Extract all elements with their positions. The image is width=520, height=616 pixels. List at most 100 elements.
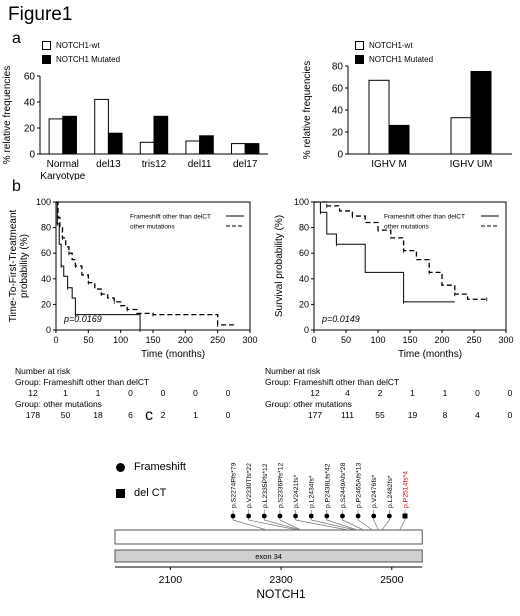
y-tick-label: 60 <box>332 84 344 95</box>
risk-table-title: Number at risk <box>15 366 71 376</box>
y-tick-label: 40 <box>332 106 344 117</box>
risk-count: 0 <box>160 388 166 398</box>
km-chart-survival: 0 50 100 150 200 250 300 0 20 40 60 80 100 Time (mont… <box>274 197 514 360</box>
y-axis-label: Survival probability (%) <box>274 215 285 317</box>
risk-count: 2 <box>377 388 383 398</box>
legend-label-wt: NOTCH1-wt <box>56 41 100 50</box>
mutation-label: p.L2482fs* <box>387 475 394 508</box>
bar-mut <box>107 132 123 155</box>
mutation-label: p.S2449Afs*28 <box>340 462 347 508</box>
y-tick-label: 20 <box>332 128 344 139</box>
y-tick-label: 0 <box>304 325 309 335</box>
frameshift-circle-marker <box>324 513 330 519</box>
bar-mut <box>153 115 169 155</box>
x-tick-label: 200 <box>178 335 193 345</box>
delct-square-icon <box>116 488 125 498</box>
risk-count: 1 <box>193 410 198 420</box>
y-tick-label: 40 <box>41 274 51 284</box>
x-tick-label: Normal <box>47 159 79 170</box>
lollipop-connector <box>311 519 356 531</box>
bar-mut <box>199 135 214 155</box>
lollipop-connector <box>357 519 373 531</box>
risk-count: 0 <box>225 388 231 398</box>
figure-title: Figure1 <box>8 4 73 25</box>
legend-label-wt: NOTCH1-wt <box>369 41 413 50</box>
y-tick-label: 60 <box>41 248 51 258</box>
frameshift-circle-marker <box>386 513 392 519</box>
bar-mut <box>62 115 77 155</box>
risk-count: 19 <box>407 410 418 420</box>
y-tick-label: 100 <box>294 197 309 207</box>
plot-frame <box>55 201 251 331</box>
bar-wt <box>94 98 109 155</box>
x-tick-label: 150 <box>145 335 160 345</box>
y-tick-label: 20 <box>299 299 309 309</box>
risk-table-title: Number at risk <box>265 366 321 376</box>
risk-count: 6 <box>128 410 133 420</box>
lollipop-connector <box>248 519 298 531</box>
risk-count: 0 <box>193 388 198 398</box>
legend-swatch-wt <box>42 41 51 50</box>
risk-count: 1 <box>410 388 415 398</box>
axis-tick-label: 2300 <box>269 574 293 586</box>
frameshift-circle-icon <box>116 462 125 472</box>
legend-label: Frameshift other than delCT <box>384 214 465 221</box>
y-axis-label: % relative frequencies <box>2 66 13 164</box>
p-value: p=0.0149 <box>321 314 360 324</box>
legend-label-mut: NOTCH1 Mutated <box>369 55 434 64</box>
lollipop-connector <box>279 519 302 531</box>
risk-count: 178 <box>25 410 41 420</box>
bar-mut <box>470 71 492 155</box>
km-curve-other <box>314 201 487 300</box>
lollipop-connector <box>399 519 406 531</box>
x-tick-label: Karyotype <box>40 171 85 180</box>
km-curve-frameshift <box>56 201 141 330</box>
bar-wt <box>368 79 390 155</box>
risk-count: 4 <box>345 388 350 398</box>
x-tick-label: del17 <box>233 159 258 170</box>
legend-swatch-mut <box>355 55 364 64</box>
bar-mut <box>388 124 410 155</box>
frameshift-circle-marker <box>230 513 236 519</box>
lollipop-connector <box>381 519 390 531</box>
y-tick-label: 20 <box>24 124 36 135</box>
mutation-label: p.P2465Afs*13 <box>356 462 363 508</box>
risk-count: 0 <box>507 410 513 420</box>
legend-a2-mut: NOTCH1 Mutated <box>355 55 433 64</box>
bar-wt <box>185 140 201 155</box>
bar-chart-karyotype: 0 20 40 60 % relative frequencies NormalKaryo… <box>2 66 268 180</box>
x-axis-label: Time (months) <box>141 349 205 360</box>
km-chart-ttft: 0 50 100 150 200 250 300 0 20 40 60 80 100 Time (mont… <box>8 197 258 360</box>
x-tick-label: 200 <box>434 335 449 345</box>
risk-count: 177 <box>307 410 323 420</box>
legend-label-mut: NOTCH1 Mutated <box>56 55 121 64</box>
axis-tick-label: 2100 <box>159 574 183 586</box>
risk-count: 18 <box>93 410 103 420</box>
notch1-lollipop-map: exon 34 2100 2300 2500 NOTCH1 p.S2274Pfs*79 p.… <box>114 462 423 601</box>
mutation-label: p.L2335Pfs*12 <box>262 463 269 508</box>
bar-chart-ighv: 0 20 40 60 80 % relative frequencies IGHV M IGH… <box>302 61 512 170</box>
bar-wt <box>48 118 64 155</box>
frameshift-circle-marker <box>308 513 314 519</box>
risk-count: 8 <box>442 410 448 420</box>
x-tick-label: 250 <box>210 335 225 345</box>
legend-frameshift: Frameshift <box>116 461 186 473</box>
mutation-label: p.V2421fs* <box>293 474 300 508</box>
mutation-label: p.P2438Lfs*42 <box>324 463 331 508</box>
y-tick-label: 0 <box>29 150 35 161</box>
legend-label-delct: del CT <box>134 487 167 499</box>
risk-count: 4 <box>475 410 480 420</box>
x-tick-label: 150 <box>402 335 417 345</box>
risk-count: 111 <box>341 410 354 420</box>
frameshift-circle-marker <box>371 513 377 519</box>
exon-bar <box>114 549 423 563</box>
x-tick-label: del11 <box>188 159 212 170</box>
y-tick-label: 60 <box>299 248 309 258</box>
frameshift-circle-marker <box>293 513 298 519</box>
gene-label: NOTCH1 <box>256 587 306 601</box>
mutation-label: p.V2330Tfs*22 <box>246 463 253 508</box>
legend-label: other mutations <box>384 224 430 231</box>
y-tick-label: 40 <box>24 98 36 109</box>
p-value: p=0.0169 <box>63 314 102 324</box>
y-tick-label: 0 <box>46 325 51 335</box>
